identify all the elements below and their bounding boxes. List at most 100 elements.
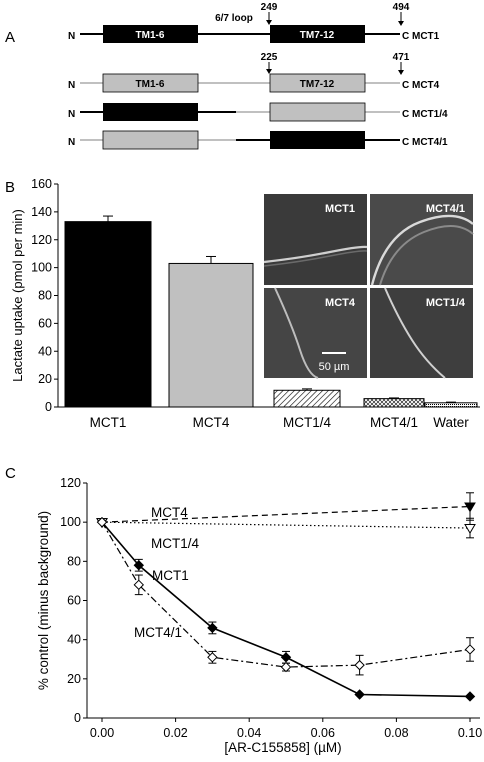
series-line-mct1-4 <box>101 521 471 529</box>
y-tick-label: 40 <box>38 344 52 358</box>
construct-mct1-4: N C MCT1/4 <box>68 102 448 122</box>
x-axis-label: [AR-C155858] (µM) <box>224 740 341 755</box>
tm7-12-block <box>269 73 366 93</box>
micrograph-label-mct4: MCT4 <box>325 297 356 309</box>
x-tick-label: 0.06 <box>311 726 335 740</box>
y-axis-label: % control (minus background) <box>36 511 51 690</box>
micrograph-label-mct4-1: MCT4/1 <box>426 203 465 215</box>
point-mct4 <box>464 502 476 513</box>
point-mct4-1 <box>133 579 145 591</box>
tm7-12-label: TM7-12 <box>300 30 335 41</box>
y-tick-label: 80 <box>67 554 81 568</box>
x-tick-label: 0.08 <box>384 726 408 740</box>
micrograph-mct1 <box>264 194 367 285</box>
micrograph-label-mct1-4: MCT1/4 <box>426 297 466 309</box>
x-tick-label: 0.10 <box>458 726 482 740</box>
construct-name-mct1-4: MCT1/4 <box>412 109 448 120</box>
bar-mct1-4 <box>273 389 341 408</box>
tm7-12-block <box>269 102 366 122</box>
series-label-mct4-1: MCT4/1 <box>134 625 182 640</box>
n-terminus-label: N <box>68 137 75 148</box>
loop-label: 6/7 loop <box>215 13 253 24</box>
y-tick-label: 60 <box>67 594 81 608</box>
point-mct4-1 <box>96 516 108 528</box>
y-tick-label: 80 <box>38 289 52 303</box>
micrograph-label-mct1: MCT1 <box>325 203 355 215</box>
y-tick-label: 120 <box>31 233 52 247</box>
point-mct4-1 <box>280 661 292 673</box>
construct-mct4-1: N C MCT4/1 <box>68 130 448 150</box>
x-tick-label-mct1-4: MCT1/4 <box>283 415 332 430</box>
construct-name-mct1: MCT1 <box>412 31 440 42</box>
y-tick-label: 160 <box>31 177 52 191</box>
tm1-6-label: TM1-6 <box>136 30 165 41</box>
n-terminus-label: N <box>68 80 75 91</box>
c-terminus-label: C <box>402 80 409 91</box>
mct1-position-494: 494 <box>393 2 410 13</box>
panel-c-label: C <box>5 465 16 482</box>
y-tick-label: 0 <box>74 711 81 725</box>
tm1-6-block <box>102 73 199 93</box>
point-mct1 <box>354 689 365 700</box>
series-line-mct1 <box>101 521 471 698</box>
panel-b-label: B <box>5 179 15 196</box>
y-tick-label: 20 <box>38 372 52 386</box>
construct-mct1: TM1-6 TM7-12 6/7 loop N C 249 494 MCT1 <box>68 2 440 43</box>
y-tick-label: 20 <box>67 672 81 686</box>
x-tick-label-mct4-1: MCT4/1 <box>370 415 418 430</box>
series-line-mct4-1 <box>101 521 471 668</box>
scale-bar <box>322 352 346 354</box>
bar-mct1 <box>64 221 152 408</box>
mct1-position-249: 249 <box>261 2 278 13</box>
x-tick-label-mct4: MCT4 <box>193 415 230 430</box>
x-tick-label: 0.04 <box>237 726 261 740</box>
x-tick-label-water: Water <box>433 415 469 430</box>
panel-a-label: A <box>5 29 15 46</box>
y-tick-label: 120 <box>60 476 81 490</box>
tm1-6-block <box>102 130 199 150</box>
x-tick-label-mct1: MCT1 <box>90 415 127 430</box>
point-mct1-4 <box>464 524 476 535</box>
bar-water <box>424 402 478 408</box>
bar-mct4 <box>168 262 254 408</box>
series-line-mct4 <box>101 505 471 523</box>
inhibition-line-chart: 0 20 40 60 80 100 120 0.00 0.02 0.04 0.06 0.08 0.10 [… <box>36 476 482 755</box>
n-terminus-label: N <box>68 109 75 120</box>
y-axis-label: Lactate uptake (pmol per min) <box>10 209 25 382</box>
mct4-position-225: 225 <box>261 52 278 63</box>
point-mct4-1 <box>354 659 365 671</box>
c-terminus-label: C <box>402 109 409 120</box>
construct-name-mct4: MCT4 <box>412 80 440 91</box>
y-tick-label: 40 <box>67 633 81 647</box>
scale-bar-label: 50 µm <box>319 361 350 373</box>
point-mct1 <box>133 560 145 571</box>
c-terminus-label: C <box>402 31 409 42</box>
construct-name-mct4-1: MCT4/1 <box>412 137 448 148</box>
tm7-12-block <box>270 25 365 43</box>
mct4-position-471: 471 <box>393 52 410 63</box>
point-mct1 <box>464 691 476 702</box>
point-mct4-1 <box>207 652 218 663</box>
micrograph-grid: MCT1 MCT4/1 MCT4 50 µm MCT1/4 <box>263 193 474 379</box>
y-tick-label: 100 <box>31 261 52 275</box>
tm1-6-block <box>103 103 198 121</box>
tm7-12-block <box>270 131 365 149</box>
bar-mct4-1 <box>363 398 425 408</box>
uptake-bar-chart: 0 20 40 60 80 100 120 140 160 Lactate uptake (pmo… <box>10 177 480 430</box>
y-tick-label: 60 <box>38 316 52 330</box>
x-tick-label: 0.02 <box>163 726 187 740</box>
series-label-mct4: MCT4 <box>151 505 188 520</box>
tm7-12-label: TM7-12 <box>300 79 335 90</box>
micrograph-mct1-4 <box>370 288 473 378</box>
n-terminus-label: N <box>68 31 75 42</box>
tm1-6-block <box>103 25 198 43</box>
series-label-mct1-4: MCT1/4 <box>151 536 200 551</box>
point-mct4-1 <box>464 644 476 655</box>
series-label-mct1: MCT1 <box>152 568 189 583</box>
tm1-6-label: TM1-6 <box>136 79 165 90</box>
c-terminus-label: C <box>402 137 409 148</box>
point-mct1 <box>207 622 218 634</box>
y-tick-label: 100 <box>60 515 81 529</box>
construct-mct4: TM1-6 TM7-12 N C 225 471 MCT4 <box>68 52 440 93</box>
